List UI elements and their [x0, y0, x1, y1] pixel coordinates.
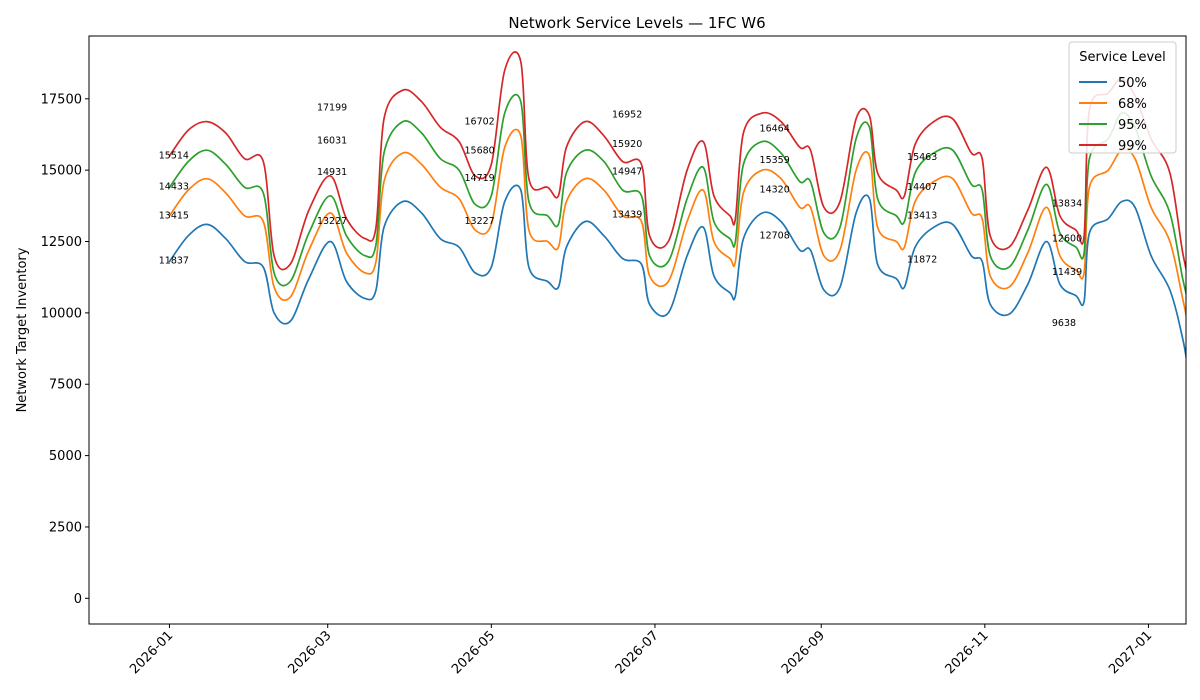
legend-title: Service Level	[1079, 50, 1166, 65]
annotations: 11837 13415 14433 15514 13227 14931 16031 17199…	[159, 102, 1082, 329]
y-tick-label: 5000	[49, 449, 82, 464]
annotation-label: 9638	[1052, 318, 1076, 329]
annotation-label: 17199	[317, 102, 347, 113]
annotation-label: 14407	[907, 182, 937, 193]
series-line-1	[168, 184, 1186, 362]
annotation-label: 15514	[159, 150, 189, 161]
annotation-label: 16952	[612, 109, 642, 120]
annotation-label: 16702	[465, 117, 495, 128]
annotation-label: 13834	[1052, 198, 1082, 209]
annotation-label: 16031	[317, 136, 347, 147]
legend: Service Level 50% 68% 95% 99%	[1068, 41, 1177, 154]
annotation-label: 12600	[1052, 234, 1082, 245]
legend-label: 95%	[1118, 118, 1147, 133]
annotation-label: 14931	[317, 167, 347, 178]
legend-box	[1068, 41, 1177, 154]
annotation-label: 14719	[465, 173, 495, 184]
annotation-label: 11872	[907, 254, 937, 265]
annotation-label: 13415	[159, 210, 189, 221]
y-tick-label: 17500	[41, 92, 82, 107]
axes-frame	[88, 35, 1187, 625]
y-tick-label: 7500	[49, 378, 82, 393]
annotation-label: 13227	[465, 216, 495, 227]
legend-label: 50%	[1118, 76, 1147, 91]
annotation-label: 11837	[159, 255, 189, 266]
annotation-label: 13227	[317, 216, 347, 227]
legend-label: 99%	[1118, 139, 1147, 154]
annotation-label: 15359	[760, 155, 790, 166]
y-tick-label: 10000	[41, 306, 82, 321]
annotation-label: 13439	[612, 210, 642, 221]
annotation-label: 11439	[1052, 267, 1082, 278]
annotation-label: 15680	[465, 146, 495, 157]
annotation-label: 15463	[907, 152, 937, 163]
y-axis-label: Network Target Inventory	[15, 247, 30, 412]
y-tick-label: 0	[74, 592, 82, 607]
y-tick-label: 15000	[41, 164, 82, 179]
y-tick-label: 2500	[49, 520, 82, 535]
annotation-label: 14947	[612, 167, 642, 178]
annotation-label: 13413	[907, 210, 937, 221]
y-tick-label: 12500	[41, 235, 82, 250]
annotation-label: 12708	[760, 231, 790, 242]
legend-label: 68%	[1118, 97, 1147, 112]
chart-title: Network Service Levels — 1FC W6	[508, 14, 765, 32]
annotation-label: 14433	[159, 181, 189, 192]
annotation-label: 16464	[760, 123, 790, 134]
annotation-label: 15920	[612, 139, 642, 150]
annotation-label: 14320	[760, 185, 790, 196]
